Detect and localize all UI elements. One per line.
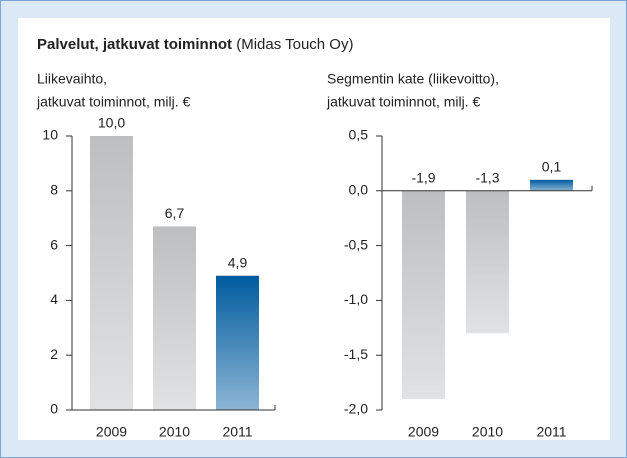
y-tick-label: -1,5 <box>344 346 368 362</box>
y-axis-label: jatkuvat toiminnot, milj. € <box>36 94 190 110</box>
bar <box>466 190 509 334</box>
title-main: Palvelut, jatkuvat toiminnot <box>37 36 232 53</box>
y-tick-label: 10 <box>42 127 58 143</box>
chart-title: Palvelut, jatkuvat toiminnot (Midas Touc… <box>37 36 353 53</box>
bar <box>90 136 133 410</box>
y-tick-label: -0,5 <box>344 236 368 252</box>
x-tick-label: 2009 <box>96 424 127 440</box>
data-label: 0,1 <box>542 159 562 175</box>
data-label: -1,3 <box>475 170 499 186</box>
y-tick-label: 6 <box>50 236 58 252</box>
y-tick-label: 2 <box>50 346 58 362</box>
y-axis-label: jatkuvat toiminnot, milj. € <box>326 94 480 110</box>
x-tick-label: 2010 <box>472 424 503 440</box>
y-tick-label: -1,0 <box>344 291 368 307</box>
y-tick-label: 0,5 <box>349 127 369 143</box>
x-tick-label: 2011 <box>222 424 252 440</box>
bar <box>216 275 259 410</box>
data-label: 6,7 <box>165 205 185 221</box>
x-tick-label: 2009 <box>408 424 439 440</box>
y-axis-label: Liikevaihto, <box>37 71 107 87</box>
y-tick-label: -2,0 <box>344 401 368 417</box>
data-label: -1,9 <box>411 170 435 186</box>
x-tick-label: 2010 <box>159 424 190 440</box>
title-note: (Midas Touch Oy) <box>236 36 353 53</box>
bar <box>402 190 445 400</box>
bar <box>530 179 573 191</box>
x-tick-label: 2011 <box>536 424 566 440</box>
y-tick-label: 0 <box>50 401 58 417</box>
bar <box>153 226 196 410</box>
data-label: 4,9 <box>228 254 248 270</box>
y-tick-label: 8 <box>50 182 58 198</box>
y-tick-label: 4 <box>50 291 58 307</box>
data-label: 10,0 <box>98 115 125 131</box>
y-tick-label: 0,0 <box>349 182 369 198</box>
y-axis-label: Segmentin kate (liikevoitto), <box>327 71 499 87</box>
